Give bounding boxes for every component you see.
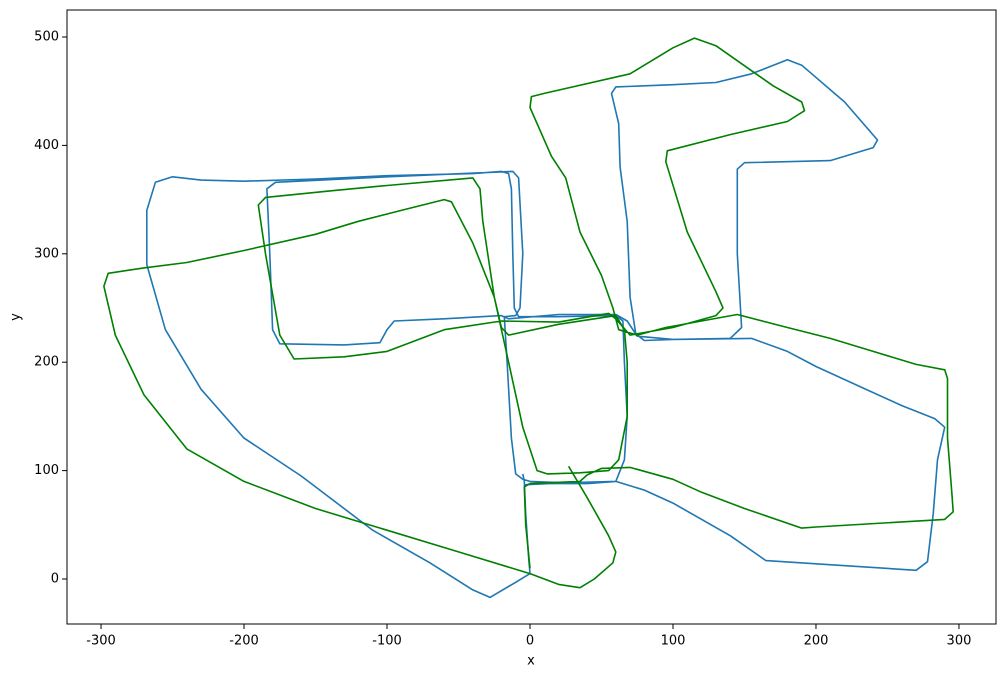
x-tick-label: -300 <box>86 634 116 649</box>
x-tick-label: 100 <box>661 634 686 649</box>
trajectory-line <box>103 37 954 589</box>
y-axis-label: y <box>9 313 24 321</box>
x-tick-label: 0 <box>526 634 534 649</box>
x-tick-label: -200 <box>229 634 259 649</box>
plot-frame <box>66 9 997 625</box>
y-tick-label: 500 <box>34 29 59 44</box>
y-tick-label: 400 <box>34 138 59 153</box>
x-tick-label: 300 <box>947 634 972 649</box>
x-tick-label: 200 <box>804 634 829 649</box>
trajectory-line <box>146 59 946 599</box>
y-tick-label: 0 <box>51 572 59 587</box>
y-tick-label: 100 <box>34 463 59 478</box>
y-tick-label: 300 <box>34 246 59 261</box>
x-tick-label: -100 <box>372 634 402 649</box>
x-axis-label: x <box>527 654 535 669</box>
y-tick-label: 200 <box>34 355 59 370</box>
